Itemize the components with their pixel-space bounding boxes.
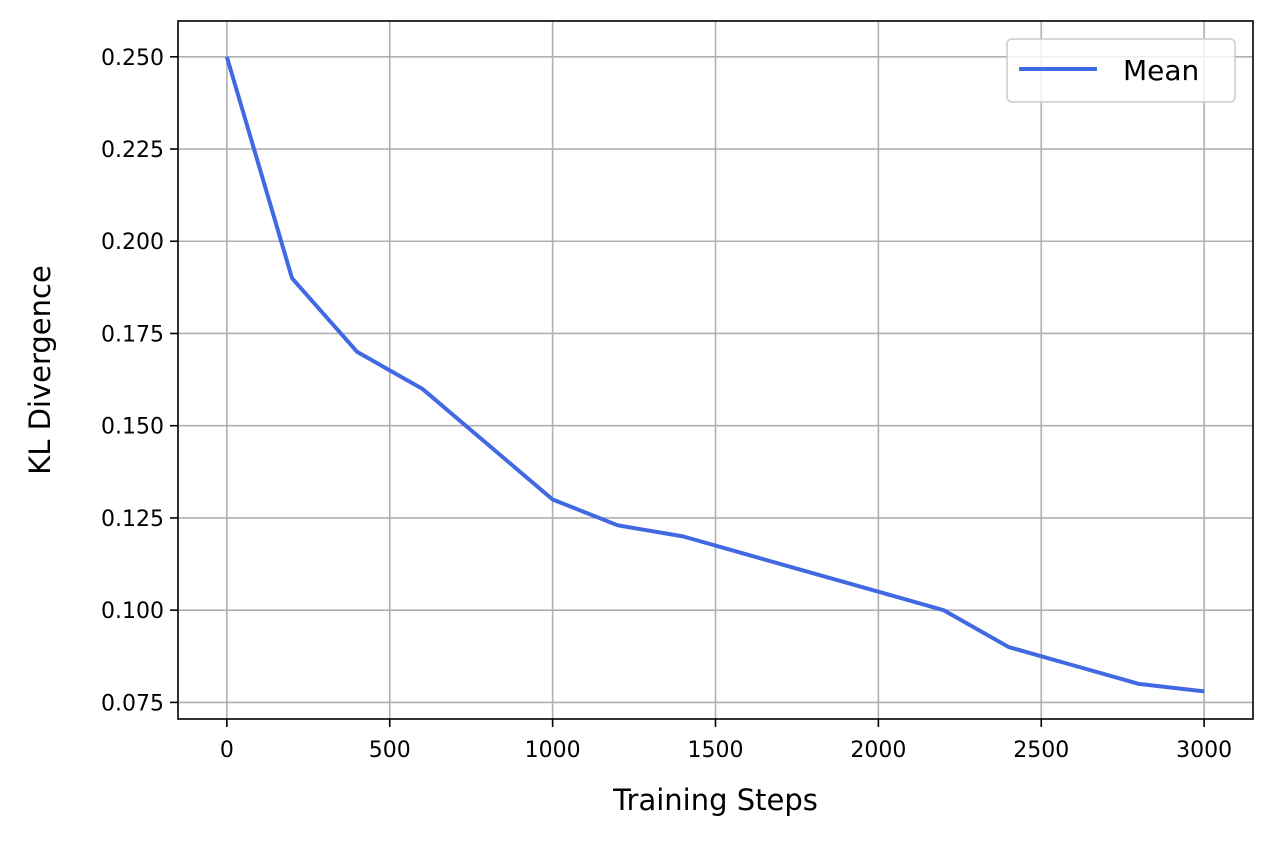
legend-box bbox=[1006, 38, 1236, 103]
y-tick-label: 0.075 bbox=[101, 691, 164, 716]
legend-entry-mean: Mean bbox=[1123, 54, 1199, 87]
y-tick-label: 0.175 bbox=[101, 322, 164, 347]
y-tick-label: 0.100 bbox=[101, 599, 164, 624]
series-layer bbox=[224, 56, 1205, 694]
y-tick-label: 0.150 bbox=[101, 415, 164, 440]
legend: Mean bbox=[1006, 38, 1236, 103]
x-axis-label: Training Steps bbox=[612, 783, 818, 817]
y-tick-label: 0.225 bbox=[101, 138, 164, 163]
grid bbox=[178, 21, 1253, 719]
x-tick-label: 500 bbox=[369, 738, 411, 763]
y-tick-label: 0.250 bbox=[101, 46, 164, 71]
ticks: 0 500 1000 1500 2000 2500 3000 0.075 0.100 0.125 0… bbox=[101, 46, 1232, 763]
x-tick-label: 1500 bbox=[688, 738, 744, 763]
x-tick-label: 2000 bbox=[850, 738, 906, 763]
y-tick-label: 0.125 bbox=[101, 507, 164, 532]
x-tick-label: 3000 bbox=[1176, 738, 1232, 763]
series-line-mean bbox=[224, 56, 1205, 694]
x-tick-label: 0 bbox=[220, 738, 234, 763]
y-axis-label: KL Divergence bbox=[23, 265, 57, 475]
x-tick-label: 1000 bbox=[525, 738, 581, 763]
x-tick-label: 2500 bbox=[1013, 738, 1069, 763]
y-tick-label: 0.200 bbox=[101, 230, 164, 255]
